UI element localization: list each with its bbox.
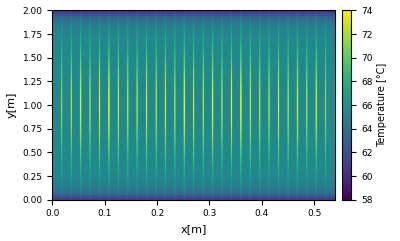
Y-axis label: y[m]: y[m] [7,92,17,118]
X-axis label: x[m]: x[m] [180,224,207,234]
Y-axis label: Temperature [°C]: Temperature [°C] [377,63,387,147]
